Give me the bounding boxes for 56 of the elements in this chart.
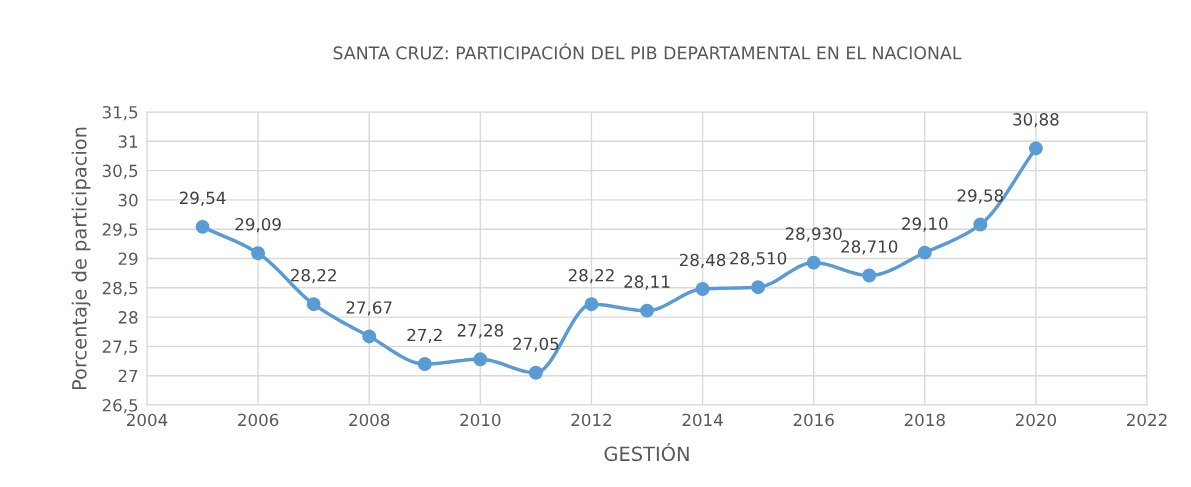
point (473, 352, 488, 367)
annotation: 28,710 (841, 240, 898, 255)
y-tick-label: 31,5 (102, 105, 138, 121)
data-label: 28,11 (624, 275, 670, 290)
chart-title: SANTA CRUZ: PARTICIPACIÓN DEL PIB DEPARTAMENTAL EN EL NACIONAL (333, 43, 962, 60)
y-tick-label: 29,5 (102, 223, 138, 238)
data-label: 30,88 (1013, 113, 1059, 128)
annotation: 28,510 (730, 251, 787, 267)
data-label: 29,09 (235, 217, 281, 233)
x-tick-label: 2014 (682, 413, 723, 427)
point (973, 217, 988, 232)
y-tick-label: 28,5 (102, 281, 138, 297)
data-label: 27,67 (346, 301, 392, 316)
x-tick-label: 2016 (793, 413, 834, 427)
point (1028, 141, 1043, 156)
point (695, 282, 710, 296)
y-tick-label: 29 (118, 252, 138, 266)
point (640, 303, 654, 318)
data-label: 28,22 (568, 268, 614, 284)
x-tick-label: 2010 (460, 413, 501, 427)
data-label: 27,2 (407, 328, 442, 344)
x-tick-label: 2006 (238, 413, 279, 427)
data-label: 29,10 (902, 217, 948, 232)
data-label: 28,22 (291, 268, 336, 284)
data-label: 29,58 (957, 189, 1004, 204)
x-tick-label: 2012 (571, 413, 611, 427)
x-tick-label: 2018 (904, 413, 945, 427)
point (584, 297, 599, 312)
point (195, 219, 210, 234)
annotation: 28,930 (785, 227, 842, 242)
point (306, 297, 321, 312)
x-tick-label: 2020 (1015, 413, 1056, 427)
point (528, 365, 543, 380)
point (862, 268, 877, 283)
data-label: 27,28 (457, 324, 504, 339)
x-tick-label: 2022 (1127, 413, 1167, 427)
y-tick-label: 30 (118, 193, 138, 207)
x-tick-label: 2008 (349, 413, 390, 427)
y-tick-label: 28 (118, 311, 138, 324)
x-axis-title: GESTIÓN (604, 442, 689, 462)
data-label: 28,48 (679, 253, 726, 268)
point (362, 329, 377, 344)
point (417, 357, 432, 371)
data-label: 29,54 (179, 191, 226, 206)
point (751, 280, 766, 295)
y-tick-label: 31 (118, 135, 138, 148)
y-tick-label: 27,5 (102, 340, 138, 355)
point (806, 255, 821, 270)
y-tick-label: 30,5 (102, 164, 138, 179)
point (917, 245, 932, 260)
x-tick-label: 2004 (127, 413, 168, 427)
data-label: 27,05 (513, 337, 559, 352)
point (251, 246, 266, 261)
y-axis-title: Porcentaje de participacion (71, 127, 91, 390)
y-tick-label: 26,5 (102, 398, 138, 414)
y-tick-label: 27 (118, 369, 138, 383)
